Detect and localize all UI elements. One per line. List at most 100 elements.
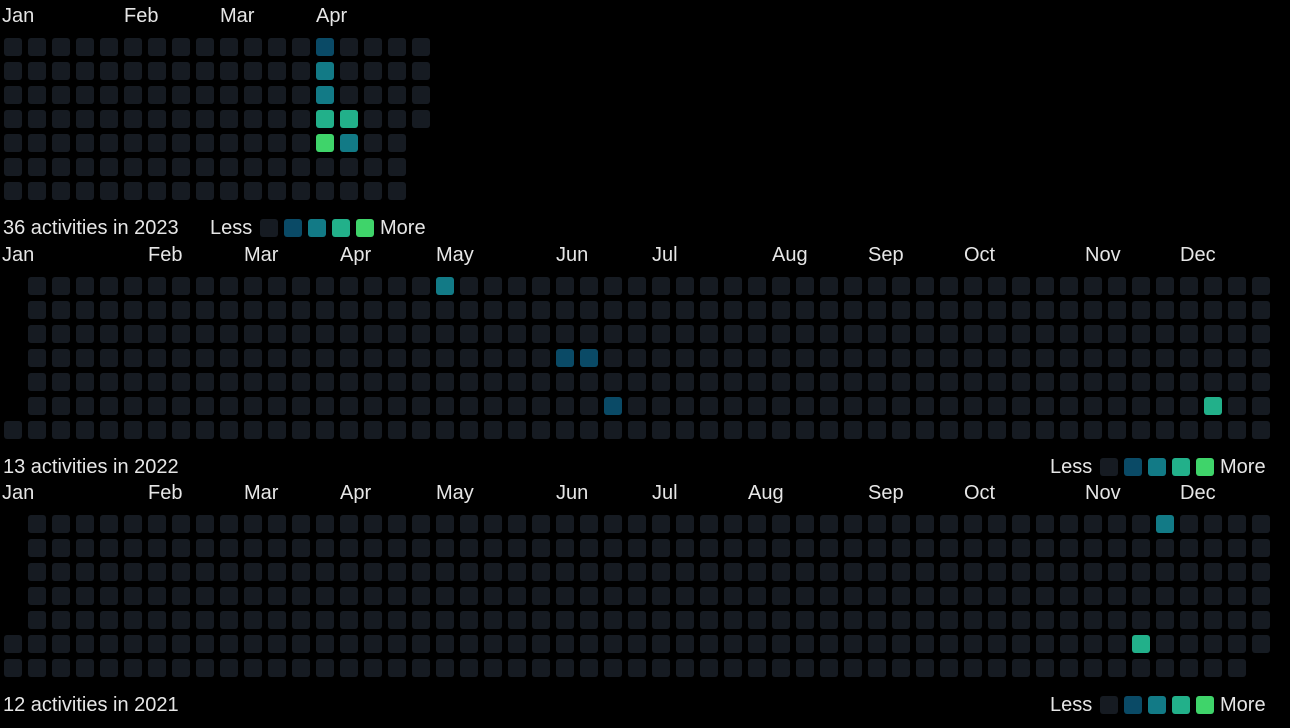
day-cell[interactable] <box>1036 421 1054 439</box>
day-cell[interactable] <box>964 325 982 343</box>
day-cell[interactable] <box>52 635 70 653</box>
day-cell[interactable] <box>556 611 574 629</box>
day-cell[interactable] <box>28 659 46 677</box>
day-cell[interactable] <box>748 563 766 581</box>
day-cell[interactable] <box>532 515 550 533</box>
day-cell[interactable] <box>124 349 142 367</box>
day-cell[interactable] <box>172 134 190 152</box>
day-cell[interactable] <box>124 373 142 391</box>
day-cell[interactable] <box>916 611 934 629</box>
day-cell[interactable] <box>196 38 214 56</box>
day-cell[interactable] <box>244 587 262 605</box>
day-cell[interactable] <box>940 373 958 391</box>
day-cell[interactable] <box>124 301 142 319</box>
day-cell[interactable] <box>892 539 910 557</box>
day-cell[interactable] <box>676 397 694 415</box>
day-cell[interactable] <box>1084 515 1102 533</box>
day-cell[interactable] <box>412 301 430 319</box>
day-cell[interactable] <box>268 158 286 176</box>
day-cell[interactable] <box>436 587 454 605</box>
day-cell[interactable] <box>172 38 190 56</box>
day-cell[interactable] <box>1204 421 1222 439</box>
day-cell[interactable] <box>244 134 262 152</box>
day-cell[interactable] <box>1204 587 1222 605</box>
day-cell[interactable] <box>700 659 718 677</box>
day-cell[interactable] <box>268 182 286 200</box>
day-cell[interactable] <box>844 563 862 581</box>
day-cell[interactable] <box>580 397 598 415</box>
day-cell[interactable] <box>340 62 358 80</box>
day-cell[interactable] <box>1060 277 1078 295</box>
day-cell[interactable] <box>388 349 406 367</box>
day-cell[interactable] <box>340 325 358 343</box>
day-cell[interactable] <box>652 635 670 653</box>
day-cell[interactable] <box>1084 635 1102 653</box>
day-cell[interactable] <box>364 515 382 533</box>
day-cell[interactable] <box>364 397 382 415</box>
day-cell[interactable] <box>988 349 1006 367</box>
day-cell[interactable] <box>940 277 958 295</box>
day-cell[interactable] <box>196 62 214 80</box>
day-cell[interactable] <box>748 325 766 343</box>
day-cell[interactable] <box>1012 349 1030 367</box>
day-cell[interactable] <box>220 158 238 176</box>
day-cell[interactable] <box>460 325 478 343</box>
day-cell[interactable] <box>220 373 238 391</box>
day-cell[interactable] <box>292 587 310 605</box>
day-cell[interactable] <box>1132 301 1150 319</box>
day-cell[interactable] <box>1036 659 1054 677</box>
day-cell[interactable] <box>748 635 766 653</box>
day-cell[interactable] <box>388 134 406 152</box>
day-cell[interactable] <box>1252 515 1270 533</box>
day-cell[interactable] <box>700 587 718 605</box>
day-cell[interactable] <box>652 515 670 533</box>
day-cell[interactable] <box>4 635 22 653</box>
day-cell[interactable] <box>700 635 718 653</box>
day-cell[interactable] <box>292 563 310 581</box>
day-cell[interactable] <box>964 515 982 533</box>
day-cell[interactable] <box>796 635 814 653</box>
day-cell[interactable] <box>868 301 886 319</box>
day-cell[interactable] <box>1108 349 1126 367</box>
day-cell[interactable] <box>796 563 814 581</box>
day-cell[interactable] <box>556 659 574 677</box>
day-cell[interactable] <box>628 515 646 533</box>
day-cell[interactable] <box>748 659 766 677</box>
day-cell[interactable] <box>340 635 358 653</box>
day-cell[interactable] <box>124 421 142 439</box>
day-cell[interactable] <box>52 515 70 533</box>
day-cell[interactable] <box>268 539 286 557</box>
day-cell[interactable] <box>724 397 742 415</box>
day-cell[interactable] <box>292 325 310 343</box>
day-cell[interactable] <box>556 563 574 581</box>
day-cell[interactable] <box>316 277 334 295</box>
day-cell[interactable] <box>292 421 310 439</box>
day-cell[interactable] <box>580 325 598 343</box>
day-cell[interactable] <box>388 62 406 80</box>
day-cell[interactable] <box>1108 277 1126 295</box>
day-cell[interactable] <box>724 277 742 295</box>
day-cell[interactable] <box>1180 277 1198 295</box>
day-cell[interactable] <box>484 277 502 295</box>
day-cell[interactable] <box>124 110 142 128</box>
day-cell[interactable] <box>4 421 22 439</box>
day-cell[interactable] <box>748 587 766 605</box>
day-cell[interactable] <box>4 110 22 128</box>
day-cell[interactable] <box>484 301 502 319</box>
day-cell[interactable] <box>820 611 838 629</box>
day-cell[interactable] <box>604 373 622 391</box>
day-cell[interactable] <box>220 134 238 152</box>
day-cell[interactable] <box>676 515 694 533</box>
day-cell[interactable] <box>1060 421 1078 439</box>
day-cell[interactable] <box>292 86 310 104</box>
day-cell[interactable] <box>316 62 334 80</box>
day-cell[interactable] <box>340 563 358 581</box>
day-cell[interactable] <box>844 539 862 557</box>
day-cell[interactable] <box>940 325 958 343</box>
day-cell[interactable] <box>796 349 814 367</box>
day-cell[interactable] <box>124 635 142 653</box>
day-cell[interactable] <box>580 301 598 319</box>
day-cell[interactable] <box>148 539 166 557</box>
day-cell[interactable] <box>580 635 598 653</box>
day-cell[interactable] <box>1132 397 1150 415</box>
